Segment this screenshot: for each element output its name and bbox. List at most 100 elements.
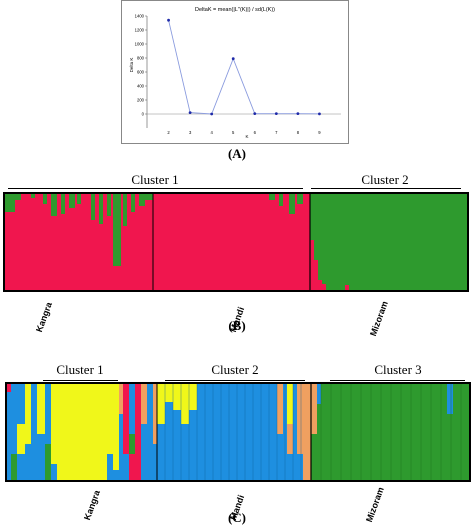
cluster-2-label: Cluster 2 <box>361 172 409 187</box>
x-tick-label: 5 <box>232 130 235 135</box>
membership-segment <box>213 384 221 480</box>
membership-segment <box>461 384 469 480</box>
membership-segment <box>441 384 451 480</box>
membership-segment <box>277 434 283 480</box>
cluster-1-label: Cluster 1 <box>131 172 179 187</box>
population-label-mizoram: Mizoram <box>368 299 390 338</box>
cluster-bracket <box>43 380 118 381</box>
data-point <box>274 112 278 116</box>
membership-segment <box>181 424 189 480</box>
membership-segment <box>173 384 181 410</box>
membership-segment <box>45 444 51 480</box>
membership-segment <box>447 384 453 414</box>
x-tick-label: 7 <box>275 130 278 135</box>
membership-segment <box>135 384 141 480</box>
x-axis-label: K <box>245 134 248 139</box>
membership-segment <box>229 384 237 480</box>
population-label-kangra: Kangra <box>34 300 55 334</box>
membership-segment <box>7 392 11 480</box>
membership-segment <box>25 384 31 444</box>
membership-segment <box>351 384 361 480</box>
chart-frame <box>121 0 349 144</box>
membership-segment <box>157 424 165 480</box>
y-tick-label: 1200 <box>135 28 145 33</box>
membership-segment <box>311 384 317 434</box>
membership-segment <box>153 444 157 480</box>
membership-segment <box>129 434 135 454</box>
membership-segment <box>165 384 173 402</box>
membership-segment <box>123 454 129 480</box>
population-label-mizoram: Mizoram <box>364 485 386 524</box>
admixture-segment <box>322 284 326 290</box>
membership-segment <box>391 384 401 480</box>
admixture-segment <box>123 194 127 226</box>
x-tick-label: 4 <box>210 130 213 135</box>
x-tick-label: 9 <box>318 130 321 135</box>
structure-plot-k3 <box>5 382 471 482</box>
membership-segment <box>45 384 51 444</box>
admixture-segment <box>51 194 57 216</box>
data-point <box>231 57 235 61</box>
admixture-segment <box>139 194 145 206</box>
membership-segment <box>129 454 135 480</box>
membership-segment <box>37 384 45 434</box>
y-tick-label: 200 <box>137 98 145 103</box>
cluster-2-label: Cluster 2 <box>211 362 259 377</box>
membership-segment <box>277 384 283 434</box>
cluster-bracket <box>311 188 461 189</box>
membership-segment <box>287 384 293 424</box>
membership-segment <box>141 384 147 424</box>
membership-segment <box>51 384 57 464</box>
panel-a-label: (A) <box>227 146 247 161</box>
membership-segment <box>11 384 17 454</box>
membership-segment <box>197 384 205 480</box>
data-point <box>296 112 300 116</box>
admixture-segment <box>269 194 275 200</box>
membership-segment <box>113 384 119 470</box>
membership-segment <box>297 454 303 480</box>
y-axis-label: Delta K <box>129 58 134 73</box>
membership-segment <box>189 384 197 410</box>
chart-title: DeltaK = mean(|L''(K)|) / sd(L(K)) <box>195 7 275 13</box>
cluster-1-label: Cluster 1 <box>56 362 104 377</box>
membership-segment <box>303 384 311 480</box>
admixture-segment <box>43 194 47 204</box>
admixture-segment <box>113 194 121 266</box>
y-tick-label: 1400 <box>135 14 145 19</box>
structure-bars <box>7 384 469 480</box>
admixture-segment <box>310 240 314 290</box>
admixture-segment <box>318 280 322 290</box>
membership-segment <box>361 384 371 480</box>
membership-segment <box>165 402 173 480</box>
membership-segment <box>205 384 213 480</box>
membership-segment <box>341 384 351 480</box>
admixture-segment <box>107 194 111 216</box>
membership-segment <box>431 384 441 480</box>
y-tick-label: 0 <box>142 112 145 117</box>
membership-segment <box>129 384 135 434</box>
y-tick-label: 1000 <box>135 42 145 47</box>
cluster-bracket <box>330 380 465 381</box>
membership-segment <box>141 424 147 480</box>
membership-segment <box>421 384 431 480</box>
membership-segment <box>269 384 277 480</box>
population-label-kangra: Kangra <box>82 488 103 522</box>
structure-bars <box>5 194 467 290</box>
admixture-segment <box>5 194 15 212</box>
panel-b-label: (B) <box>228 318 246 333</box>
membership-segment <box>119 414 123 480</box>
admixture-segment <box>297 194 303 204</box>
delta-k-line <box>168 20 320 115</box>
y-tick-label: 600 <box>137 70 145 75</box>
membership-segment <box>411 384 421 480</box>
admixture-segment <box>289 194 295 214</box>
membership-segment <box>321 384 331 480</box>
panel-c-label: (C) <box>227 510 247 525</box>
membership-segment <box>297 384 303 454</box>
membership-segment <box>287 424 293 454</box>
admixture-segment <box>131 194 135 212</box>
delta-k-chart: DeltaK = mean(|L''(K)|) / sd(L(K)) Delta… <box>121 0 349 144</box>
green-membership-region <box>310 194 467 290</box>
data-point <box>167 18 170 22</box>
membership-segment <box>57 384 107 480</box>
